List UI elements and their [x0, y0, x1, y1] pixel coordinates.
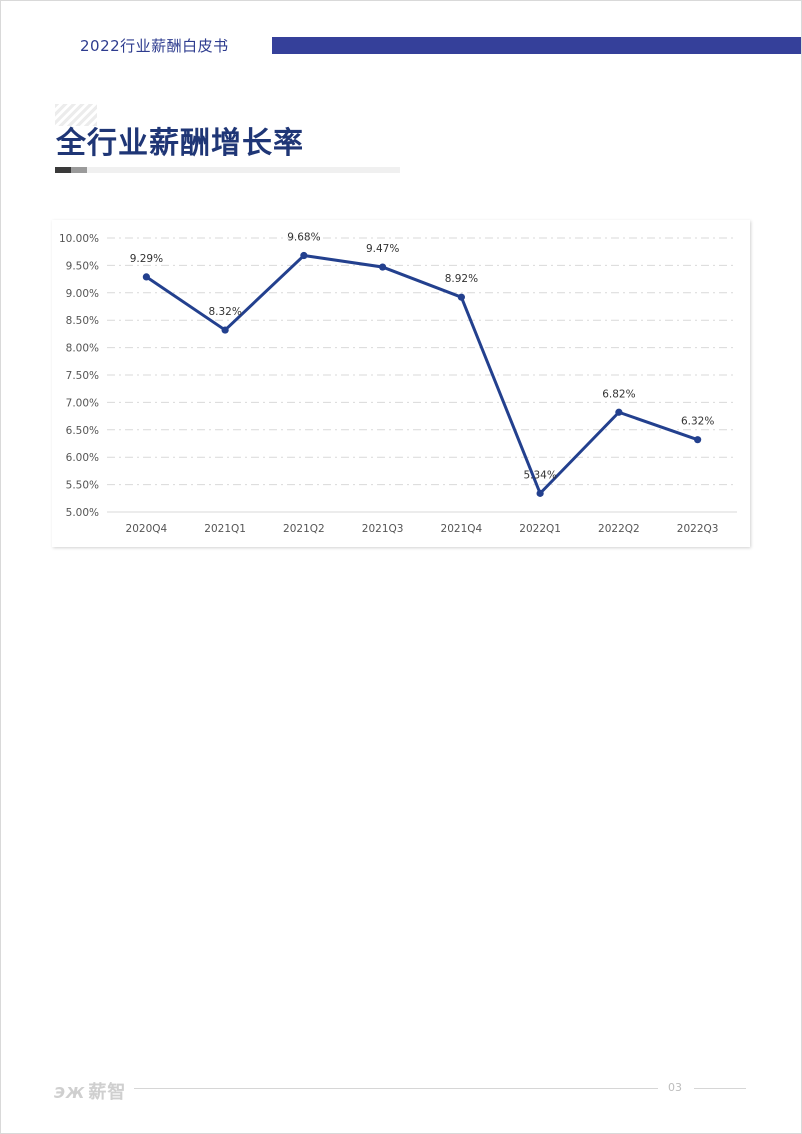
data-label: 6.32% — [681, 416, 714, 428]
footer-logo: ЭЖ 薪智 — [54, 1078, 126, 1104]
title-underline-accent-dark — [55, 167, 71, 173]
y-tick-label: 6.50% — [66, 425, 99, 437]
y-tick-label: 10.00% — [59, 233, 99, 245]
page-number: 03 — [668, 1081, 682, 1094]
data-label: 9.68% — [287, 232, 320, 244]
line-chart: 5.00% 5.50% 6.00% 6.50% 7.00% 7.50% 8.00% 8.50%… — [59, 232, 737, 535]
x-tick-label: 2020Q4 — [126, 523, 168, 535]
data-label: 9.29% — [130, 253, 163, 265]
data-point — [615, 408, 623, 416]
data-label: 8.92% — [445, 273, 478, 285]
footer-rule-right — [694, 1088, 746, 1089]
data-point — [457, 293, 465, 301]
title-decoration — [55, 104, 97, 126]
y-tick-label: 8.50% — [66, 315, 99, 327]
data-label: 9.47% — [366, 243, 399, 255]
footer-rule-left — [134, 1088, 658, 1089]
data-point — [300, 251, 308, 260]
y-tick-label: 7.00% — [66, 397, 99, 409]
data-point — [142, 273, 150, 281]
series-line — [144, 254, 700, 495]
y-tick-label: 6.00% — [66, 452, 99, 464]
title-underline — [55, 167, 400, 173]
x-tick-label: 2022Q3 — [677, 523, 719, 535]
data-label: 5.34% — [523, 469, 556, 481]
y-tick-label: 8.00% — [66, 343, 99, 355]
y-tick-label: 7.50% — [66, 370, 99, 382]
data-point — [536, 489, 544, 497]
x-tick-label: 2021Q3 — [362, 523, 404, 535]
x-tick-label: 2022Q1 — [519, 523, 561, 535]
data-point — [379, 263, 387, 271]
x-tick-label: 2022Q2 — [598, 523, 640, 535]
header-bar — [272, 37, 801, 54]
section-title: 全行业薪酬增长率 — [56, 126, 304, 161]
x-tick-label: 2021Q4 — [441, 523, 483, 535]
data-label: 6.82% — [602, 388, 635, 400]
y-tick-label: 5.00% — [66, 507, 99, 519]
y-tick-label: 5.50% — [66, 480, 99, 492]
x-tick-label: 2021Q1 — [204, 523, 246, 535]
logo-text: 薪智 — [88, 1082, 127, 1103]
data-point — [221, 326, 229, 334]
data-label: 8.32% — [208, 306, 241, 318]
x-tick-label: 2021Q2 — [283, 523, 325, 535]
chart-panel: 5.00% 5.50% 6.00% 6.50% 7.00% 7.50% 8.00% 8.50%… — [52, 220, 750, 547]
y-tick-label: 9.00% — [66, 288, 99, 300]
y-tick-label: 9.50% — [66, 260, 99, 272]
title-underline-accent-grey — [71, 167, 87, 173]
header-title: 2022行业薪酬白皮书 — [80, 37, 229, 55]
logo-mark-icon: ЭЖ — [54, 1084, 86, 1102]
data-point — [694, 436, 702, 444]
